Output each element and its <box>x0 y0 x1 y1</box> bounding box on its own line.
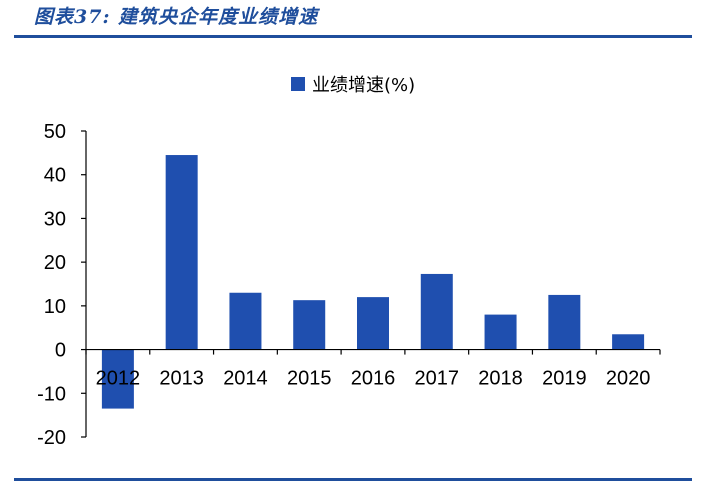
bars <box>101 155 645 409</box>
y-tick-label: 30 <box>44 208 66 230</box>
x-tick-label: 2020 <box>606 368 651 390</box>
legend-swatch <box>291 77 305 91</box>
title-rule <box>14 35 692 38</box>
bar-2014 <box>229 292 262 350</box>
x-tick-label: 2013 <box>159 368 204 390</box>
y-axis: -20 -10 0 10 20 30 40 50 <box>37 121 87 449</box>
footer-rule <box>14 478 692 481</box>
bar-2015 <box>293 300 326 350</box>
bar-2020 <box>612 334 645 350</box>
y-tick-label: 0 <box>55 340 66 362</box>
x-tick-label: 2014 <box>223 368 268 390</box>
legend: 业绩增速(%) <box>291 75 415 96</box>
y-tick-label: 40 <box>44 165 66 187</box>
y-tick-label: -10 <box>37 383 66 405</box>
bar-2016 <box>357 297 389 350</box>
y-tick-label: 10 <box>44 296 66 318</box>
bar-2013 <box>165 155 198 350</box>
x-tick-label: 2017 <box>415 368 460 390</box>
x-tick-label: 2018 <box>478 368 523 390</box>
y-tick-label: -20 <box>37 427 66 449</box>
figure-title: 图表37: 建筑央企年度业绩增速 <box>34 6 319 28</box>
x-tick-label: 2016 <box>351 368 396 390</box>
y-tick-label: 20 <box>44 252 66 274</box>
x-tick-label: 2019 <box>542 368 587 390</box>
bar-2012 <box>101 349 134 409</box>
bar-2017 <box>420 273 453 350</box>
bar-2018 <box>484 314 517 350</box>
x-axis: 2012 2013 2014 2015 2016 2017 2018 2019 2020 <box>85 348 661 390</box>
y-tick-label: 50 <box>44 121 66 143</box>
legend-label: 业绩增速(%) <box>312 75 415 96</box>
x-tick-label: 2015 <box>287 368 332 390</box>
bar-2019 <box>548 294 581 350</box>
x-tick-label: 2012 <box>96 368 141 390</box>
